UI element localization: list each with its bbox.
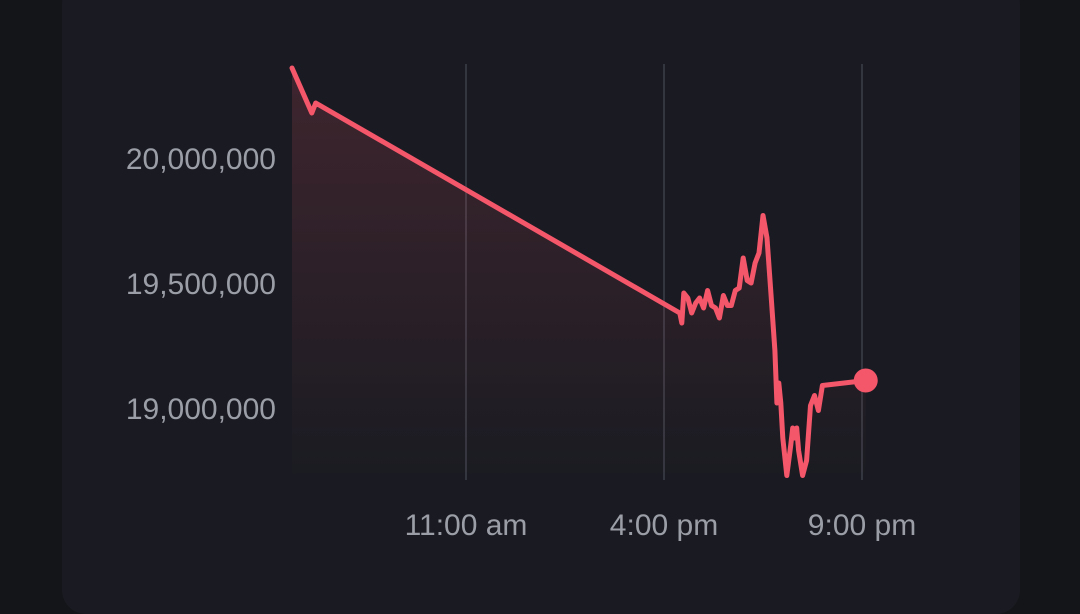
x-tick-label: 11:00 am — [405, 509, 528, 542]
y-tick-label: 20,000,000 — [126, 143, 276, 176]
x-tick-label: 4:00 pm — [610, 509, 718, 542]
current-value-dot[interactable] — [854, 369, 878, 393]
price-chart: 11:00 am 4:00 pm 9:00 pm 20,000,000 19,500,0… — [0, 0, 1080, 594]
y-tick-label: 19,500,000 — [126, 268, 276, 301]
y-tick-label: 19,000,000 — [126, 393, 276, 426]
x-tick-label: 9:00 pm — [808, 509, 916, 542]
